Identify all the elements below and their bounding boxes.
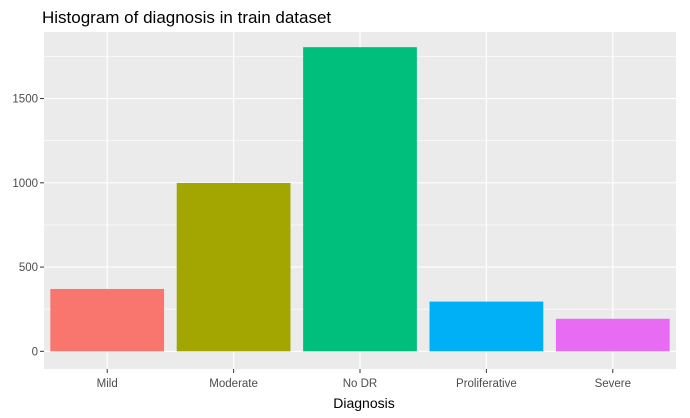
- bar-moderate: [176, 182, 291, 352]
- x-tick-label: Severe: [595, 378, 631, 390]
- y-tick-label: 1500: [12, 94, 38, 106]
- y-tick-label: 0: [32, 346, 38, 358]
- chart-title: Histogram of diagnosis in train dataset: [42, 8, 331, 27]
- x-tick-label: Moderate: [209, 378, 258, 390]
- bars: [50, 47, 670, 352]
- x-axis-title: Diagnosis: [333, 395, 394, 411]
- x-axis-ticks: Mild Moderate No DR Proliferative Severe: [97, 369, 631, 390]
- y-tick-label: 1000: [12, 178, 38, 190]
- bar-mild: [50, 288, 165, 352]
- x-tick-label: Proliferative: [456, 378, 517, 390]
- bar-severe: [555, 318, 670, 352]
- y-tick-label: 500: [19, 262, 38, 274]
- bar-no-dr: [303, 47, 417, 352]
- x-tick-label: No DR: [343, 378, 378, 390]
- x-tick-label: Mild: [97, 378, 118, 390]
- y-axis-ticks: 0 500 1000 1500: [12, 94, 44, 358]
- bar-proliferative: [429, 301, 544, 352]
